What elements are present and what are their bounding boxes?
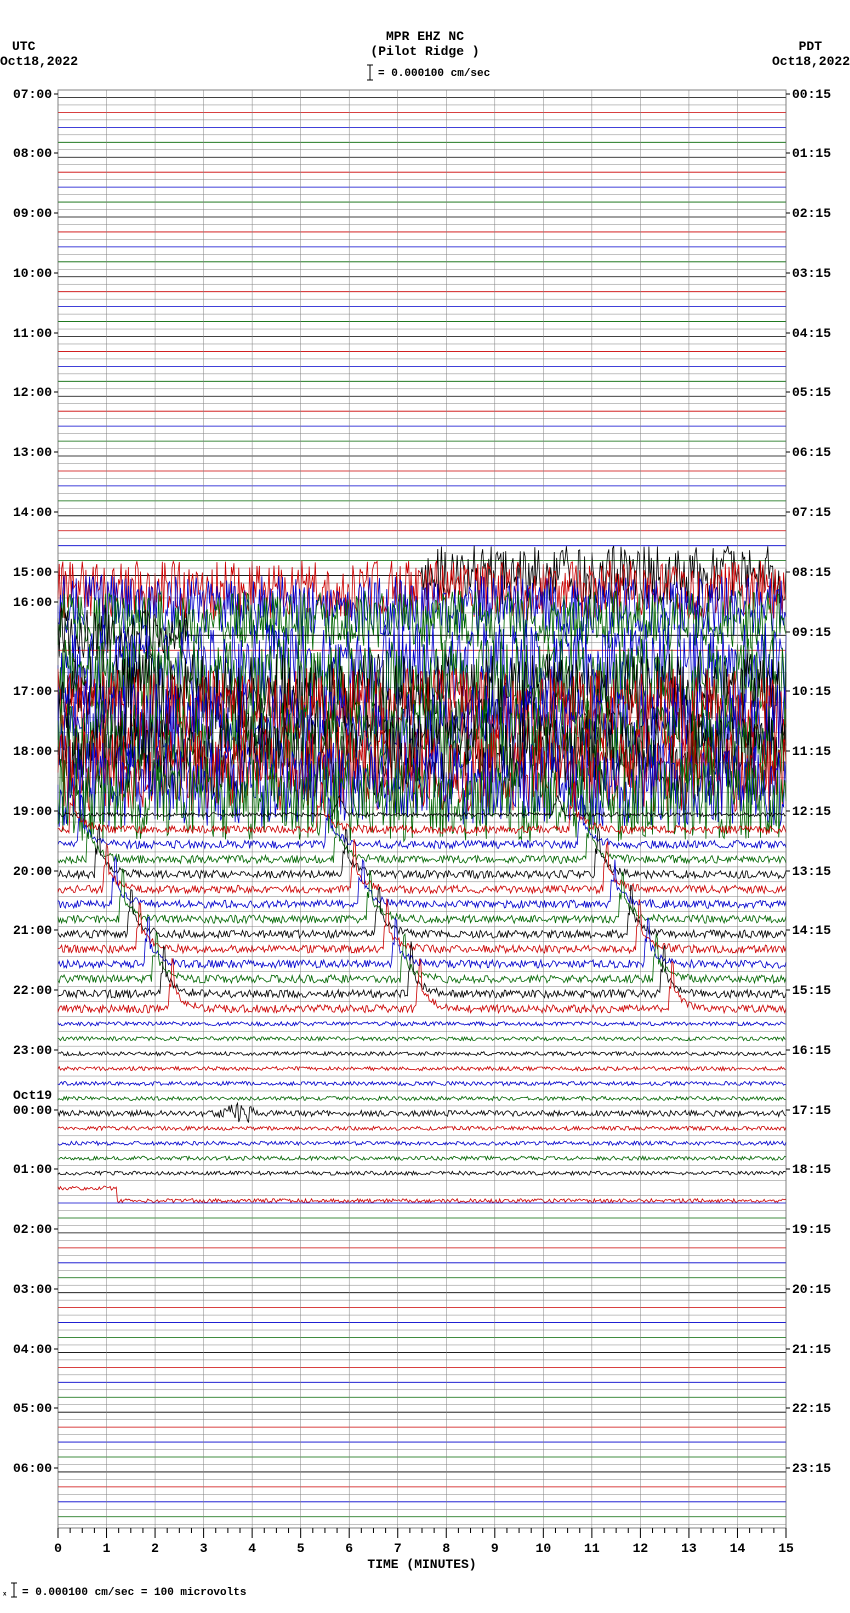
x-tick-label: 15 xyxy=(778,1541,794,1556)
right-hour-label: 14:15 xyxy=(792,923,831,938)
seismic-trace xyxy=(58,1096,786,1100)
left-hour-label: 07:00 xyxy=(13,87,52,102)
x-tick-label: 12 xyxy=(633,1541,649,1556)
x-tick-label: 10 xyxy=(536,1541,552,1556)
right-hour-label: 07:15 xyxy=(792,505,831,520)
left-hour-label: 04:00 xyxy=(13,1342,52,1357)
seismic-trace xyxy=(58,857,786,909)
x-tick-label: 2 xyxy=(151,1541,159,1556)
x-tick-label: 3 xyxy=(200,1541,208,1556)
right-hour-label: 00:15 xyxy=(792,87,831,102)
left-hour-label: 16:00 xyxy=(13,595,52,610)
left-hour-label: 09:00 xyxy=(13,206,52,221)
x-tick-label: 5 xyxy=(297,1541,305,1556)
seismic-trace xyxy=(58,1052,786,1056)
seismic-trace xyxy=(58,1022,786,1026)
x-tick-label: 4 xyxy=(248,1541,256,1556)
left-hour-label: 20:00 xyxy=(13,864,52,879)
left-hour-label: 21:00 xyxy=(13,923,52,938)
right-hour-label: 16:15 xyxy=(792,1043,831,1058)
helicorder-plot: MPR EHZ NC(Pilot Ridge ) = 0.000100 cm/se… xyxy=(0,0,850,1613)
left-hour-label: 02:00 xyxy=(13,1222,52,1237)
x-tick-label: 0 xyxy=(54,1541,62,1556)
right-hour-label: 06:15 xyxy=(792,445,831,460)
x-tick-label: 9 xyxy=(491,1541,499,1556)
right-hour-label: 23:15 xyxy=(792,1461,831,1476)
seismic-trace xyxy=(58,958,786,1013)
right-hour-label: 09:15 xyxy=(792,625,831,640)
right-hour-label: 18:15 xyxy=(792,1162,831,1177)
left-hour-label: 23:00 xyxy=(13,1043,52,1058)
scale-label: = 0.000100 cm/sec xyxy=(378,68,490,80)
left-hour-label: 03:00 xyxy=(13,1282,52,1297)
right-hour-label: 01:15 xyxy=(792,146,831,161)
x-tick-label: 13 xyxy=(681,1541,697,1556)
right-hour-label: 20:15 xyxy=(792,1282,831,1297)
x-tick-label: 7 xyxy=(394,1541,402,1556)
station-name: (Pilot Ridge ) xyxy=(370,44,479,59)
left-hour-label: 13:00 xyxy=(13,445,52,460)
footer-conversion: = 0.000100 cm/sec = 100 microvolts xyxy=(22,1587,246,1599)
x-tick-label: 6 xyxy=(345,1541,353,1556)
right-hour-label: 12:15 xyxy=(792,804,831,819)
right-hour-label: 15:15 xyxy=(792,983,831,998)
seismic-trace xyxy=(58,1067,786,1071)
seismic-trace xyxy=(58,1082,786,1086)
left-tz: UTC xyxy=(12,39,36,54)
x-axis-label: TIME (MINUTES) xyxy=(367,1557,476,1572)
right-hour-label: 03:15 xyxy=(792,266,831,281)
right-hour-label: 08:15 xyxy=(792,565,831,580)
left-hour-label: 10:00 xyxy=(13,266,52,281)
left-hour-label: Oct19 xyxy=(13,1088,52,1103)
x-tick-label: 11 xyxy=(584,1541,600,1556)
seismic-trace xyxy=(58,899,786,954)
left-hour-label: 00:00 xyxy=(13,1103,52,1118)
seismic-trace xyxy=(58,1141,786,1145)
footer-prefix: ₓ xyxy=(2,1588,7,1598)
seismic-trace xyxy=(58,1126,786,1130)
left-hour-label: 05:00 xyxy=(13,1401,52,1416)
left-hour-label: 06:00 xyxy=(13,1461,52,1476)
seismic-trace xyxy=(58,1171,786,1175)
station-code: MPR EHZ NC xyxy=(386,29,464,44)
right-hour-label: 05:15 xyxy=(792,385,831,400)
left-hour-label: 01:00 xyxy=(13,1162,52,1177)
right-hour-label: 13:15 xyxy=(792,864,831,879)
left-hour-label: 15:00 xyxy=(13,565,52,580)
left-hour-label: 14:00 xyxy=(13,505,52,520)
seismic-trace xyxy=(58,1037,786,1041)
left-hour-label: 17:00 xyxy=(13,684,52,699)
left-date: Oct18,2022 xyxy=(0,54,78,69)
right-hour-label: 11:15 xyxy=(792,744,831,759)
right-hour-label: 02:15 xyxy=(792,206,831,221)
seismic-trace xyxy=(58,1156,786,1160)
right-tz: PDT xyxy=(799,39,823,54)
seismic-trace xyxy=(58,917,786,968)
seismic-trace xyxy=(58,1186,786,1203)
left-hour-label: 08:00 xyxy=(13,146,52,161)
right-hour-label: 17:15 xyxy=(792,1103,831,1118)
x-tick-label: 1 xyxy=(103,1541,111,1556)
left-hour-label: 11:00 xyxy=(13,326,52,341)
left-hour-label: 22:00 xyxy=(13,983,52,998)
right-hour-label: 19:15 xyxy=(792,1222,831,1237)
right-hour-label: 21:15 xyxy=(792,1342,831,1357)
left-hour-label: 18:00 xyxy=(13,744,52,759)
right-date: Oct18,2022 xyxy=(772,54,850,69)
x-tick-label: 14 xyxy=(730,1541,746,1556)
x-tick-label: 8 xyxy=(442,1541,450,1556)
right-hour-label: 22:15 xyxy=(792,1401,831,1416)
right-hour-label: 04:15 xyxy=(792,326,831,341)
left-hour-label: 19:00 xyxy=(13,804,52,819)
right-hour-label: 10:15 xyxy=(792,684,831,699)
left-hour-label: 12:00 xyxy=(13,385,52,400)
